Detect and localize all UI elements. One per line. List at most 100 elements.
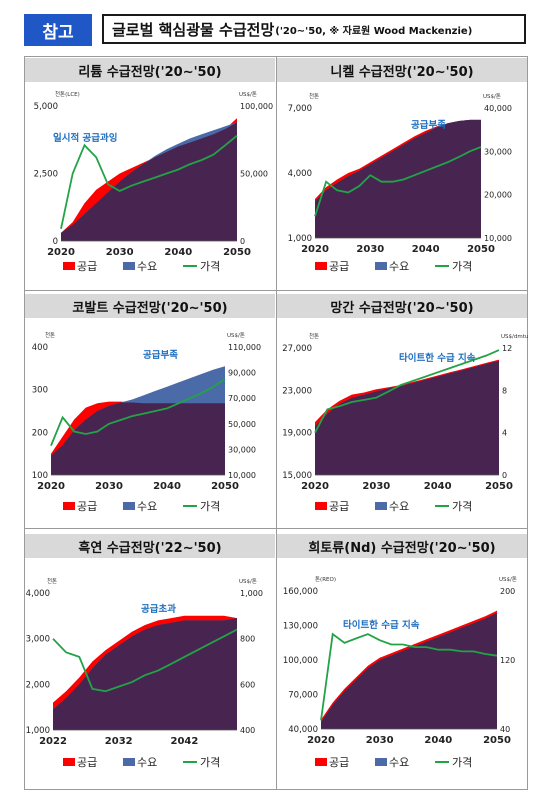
chart-title-lithium: 리튬 수급전망('20∼'50) <box>25 58 275 82</box>
y-tick-label-rare-earth: 40,000 <box>288 725 318 735</box>
price-line-rare-earth <box>320 632 498 721</box>
panel-divider-row1-left <box>24 290 528 291</box>
legend-swatch-demand <box>123 502 135 510</box>
price-line-manganese <box>314 349 500 434</box>
legend-swatch-supply <box>63 758 75 766</box>
y2-tick-label-graphite: 1,000 <box>240 589 263 598</box>
y-tick-label-nickel: 4,000 <box>288 169 312 179</box>
price-line-graphite <box>52 628 238 693</box>
y2-axis-unit-manganese: US$/dmtu <box>501 334 528 340</box>
y-tick-label-graphite: 4,000 <box>26 589 50 599</box>
y-tick-label-lithium: 0 <box>53 237 58 247</box>
y-tick-label-nickel: 1,000 <box>288 234 312 244</box>
legend-label-price: 가격 <box>452 756 472 769</box>
overlap-area-graphite <box>53 618 237 730</box>
legend-label-demand: 수요 <box>137 260 157 273</box>
price-line-cobalt <box>50 378 226 446</box>
legend-label-supply: 공급 <box>329 260 349 273</box>
annotation-nickel: 공급부족 <box>411 119 446 131</box>
x-tick-label-nickel: 2030 <box>356 244 384 255</box>
y2-tick-label-manganese: 8 <box>502 386 507 395</box>
legend-label-demand: 수요 <box>389 756 409 769</box>
y2-axis-unit-nickel: US$/톤 <box>483 93 501 100</box>
x-tick-label-graphite: 2022 <box>39 736 67 747</box>
legend-swatch-demand <box>123 758 135 766</box>
y-tick-label-graphite: 2,000 <box>26 680 50 690</box>
y2-axis-unit-rare-earth: US$/톤 <box>499 576 517 583</box>
chart-title-manganese: 망간 수급전망('20∼'50) <box>277 294 527 318</box>
x-tick-label-lithium: 2050 <box>223 247 251 258</box>
legend-label-demand: 수요 <box>137 500 157 513</box>
y2-tick-label-cobalt: 110,000 <box>228 343 261 352</box>
annotation-cobalt: 공급부족 <box>143 349 178 361</box>
x-tick-label-lithium: 2030 <box>106 247 134 258</box>
x-tick-label-rare-earth: 2040 <box>424 735 452 746</box>
y2-tick-label-rare-earth: 120 <box>500 656 515 665</box>
chart-title-nickel: 니켈 수급전망('20∼'50) <box>277 58 527 82</box>
legend-label-supply: 공급 <box>329 756 349 769</box>
y2-tick-label-manganese: 4 <box>502 429 507 438</box>
legend-swatch-supply <box>63 262 75 270</box>
y-tick-label-cobalt: 300 <box>32 386 48 396</box>
chart-title-rare-earth: 희토류(Nd) 수급전망('20∼'50) <box>277 534 527 558</box>
y-tick-label-rare-earth: 130,000 <box>283 622 318 632</box>
y-tick-label-cobalt: 200 <box>32 428 48 438</box>
legend-label-supply: 공급 <box>77 756 97 769</box>
y-tick-label-lithium: 2,500 <box>34 170 58 180</box>
y2-axis-unit-lithium: US$/톤 <box>239 91 257 98</box>
header-tag: 참고 <box>24 14 92 46</box>
y-axis-unit-lithium: 천톤(LCE) <box>55 90 80 98</box>
legend-label-demand: 수요 <box>389 260 409 273</box>
y2-tick-label-rare-earth: 40 <box>500 725 510 734</box>
x-tick-label-manganese: 2020 <box>301 481 329 492</box>
y-tick-label-rare-earth: 100,000 <box>283 656 318 666</box>
legend-swatch-supply <box>315 262 327 270</box>
y2-axis-unit-graphite: US$/톤 <box>239 578 257 585</box>
x-tick-label-manganese: 2050 <box>485 481 513 492</box>
y-axis-unit-cobalt: 천톤 <box>45 331 55 339</box>
header-title-box: 글로벌 핵심광물 수급전망 ('20∼'50, ※ 자료원 Wood Macke… <box>102 14 526 44</box>
chart-nickel: 1,000 4,000 7,000 10,000 20,000 30,000 40,000 2… <box>288 92 512 273</box>
y2-tick-label-cobalt: 90,000 <box>228 369 256 378</box>
legend-swatch-demand <box>375 262 387 270</box>
x-tick-label-manganese: 2040 <box>424 481 452 492</box>
chart-title-graphite: 흑연 수급전망('22∼'50) <box>25 534 275 558</box>
x-tick-label-rare-earth: 2050 <box>483 735 511 746</box>
y-axis-unit-rare-earth: 톤(REO) <box>315 576 336 583</box>
chart-lithium: 0 2,500 5,000 0 50,000 100,000 2020 2030 2040 205… <box>34 90 273 273</box>
y2-tick-label-nickel: 10,000 <box>484 234 512 243</box>
x-tick-label-cobalt: 2020 <box>37 481 65 492</box>
y-tick-label-manganese: 19,000 <box>282 429 312 439</box>
legend-swatch-supply <box>315 758 327 766</box>
y-tick-label-manganese: 23,000 <box>282 386 312 396</box>
y2-tick-label-nickel: 30,000 <box>484 147 512 156</box>
y2-tick-label-lithium: 0 <box>240 237 245 246</box>
y2-tick-label-lithium: 50,000 <box>240 170 268 179</box>
legend-label-supply: 공급 <box>77 260 97 273</box>
y-tick-label-lithium: 5,000 <box>34 102 58 112</box>
legend-swatch-demand <box>123 262 135 270</box>
y-tick-label-rare-earth: 160,000 <box>283 587 318 597</box>
y2-tick-label-graphite: 800 <box>240 635 255 644</box>
legend-swatch-demand <box>375 758 387 766</box>
annotation-graphite: 공급초과 <box>141 603 176 615</box>
annotation-manganese: 타이트한 수급 지속 <box>399 352 476 364</box>
legend-swatch-demand <box>375 502 387 510</box>
price-line-lithium <box>60 135 238 229</box>
y-tick-label-rare-earth: 70,000 <box>288 691 318 701</box>
price-line-nickel <box>314 146 482 217</box>
overlap-area-lithium <box>61 122 237 241</box>
y-tick-label-manganese: 27,000 <box>282 344 312 354</box>
x-tick-label-manganese: 2030 <box>362 481 390 492</box>
overlap-area-manganese <box>315 360 499 475</box>
annotation-rare-earth: 타이트한 수급 지속 <box>343 619 420 631</box>
overlap-area-rare-earth <box>321 612 497 729</box>
y2-axis-unit-cobalt: US$/톤 <box>227 332 245 339</box>
legend-label-supply: 공급 <box>77 500 97 513</box>
x-tick-label-lithium: 2040 <box>164 247 192 258</box>
chart-title-cobalt: 코발트 수급전망('20∼'50) <box>25 294 275 318</box>
y2-tick-label-cobalt: 30,000 <box>228 445 256 454</box>
y-tick-label-manganese: 15,000 <box>282 471 312 481</box>
x-tick-label-graphite: 2042 <box>171 736 199 747</box>
